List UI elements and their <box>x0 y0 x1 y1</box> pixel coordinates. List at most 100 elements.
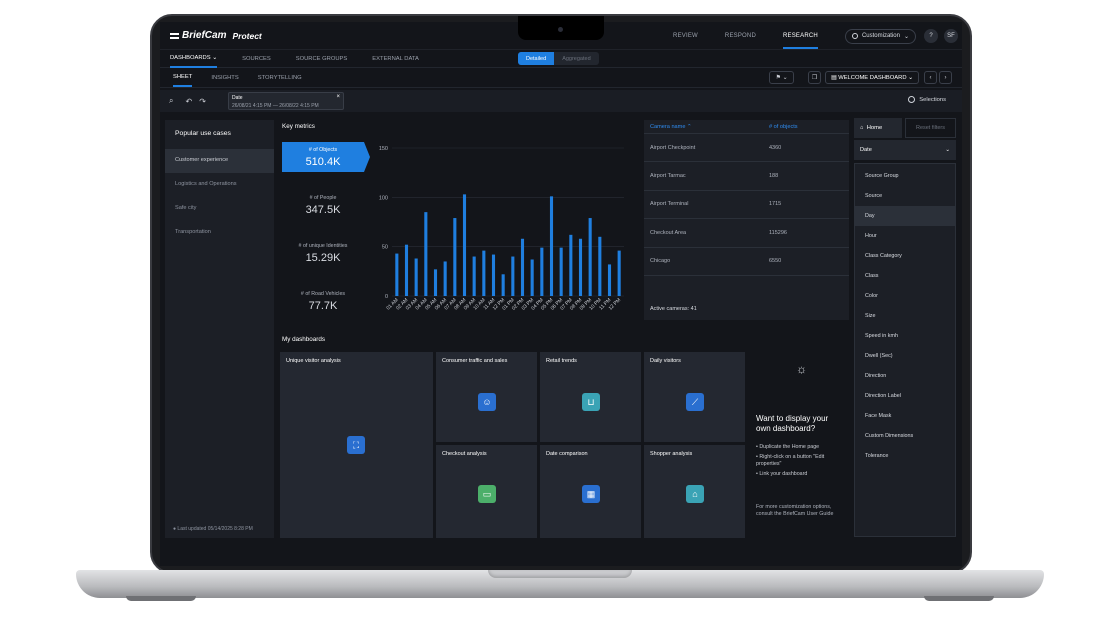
dashboard-tile-retail-trends[interactable]: Retail trends ⊔ <box>540 352 641 442</box>
customization-label: Customization <box>861 33 900 39</box>
toggle-detailed[interactable]: Detailed <box>518 52 555 65</box>
dashboard-tile-daily-visitors[interactable]: Daily visitors ⟋ <box>644 352 745 442</box>
tile-title: Checkout analysis <box>442 451 487 457</box>
user-avatar[interactable]: SF <box>944 29 958 43</box>
undo-icon[interactable]: ↶ <box>185 96 193 106</box>
dashboard-tile-unique-visitor[interactable]: Unique visitor analysis ⛶ <box>280 352 433 538</box>
dashboard-tile-shopper-analysis[interactable]: Shopper analysis ⌂ <box>644 445 745 538</box>
dashboard-tile-consumer-traffic[interactable]: Consumer traffic and sales ☺ <box>436 352 537 442</box>
bar <box>424 212 428 296</box>
nav-dashboards[interactable]: DASHBOARDS ⌄ <box>170 50 218 68</box>
redo-icon[interactable]: ↷ <box>199 96 206 106</box>
filter-field[interactable]: Color <box>865 293 878 299</box>
filter-field[interactable]: Speed in kmh <box>865 333 898 339</box>
customization-button[interactable]: Customization ⌄ <box>844 28 916 44</box>
custom-dashboard-promo: ☼ Want to display your own dashboard? • … <box>756 352 848 538</box>
brand-logo[interactable]: BriefCam Protect <box>170 30 262 41</box>
chevron-down-icon: ⌄ <box>903 33 909 40</box>
filter-field[interactable]: Direction Label <box>865 393 901 399</box>
bar <box>414 258 418 296</box>
tab-sheet[interactable]: SHEET <box>173 68 193 87</box>
camera-table: Camera name ⌃ # of objects Airport Check… <box>644 120 849 320</box>
help-button[interactable]: ? <box>924 29 938 43</box>
reset-filters-button[interactable]: Reset filters <box>905 118 956 138</box>
metric-road-vehicles[interactable]: # of Road Vehicles 77.7K <box>282 291 364 312</box>
filter-field[interactable]: Class <box>865 273 879 279</box>
metric-label: # of unique Identities <box>298 243 348 249</box>
bar <box>443 261 447 296</box>
selections-button[interactable]: Selections <box>908 96 946 103</box>
filter-field[interactable]: Size <box>865 313 876 319</box>
credit-card-icon: ▭ <box>478 485 496 503</box>
copy-button[interactable]: ❐ <box>808 71 822 84</box>
nav-source-groups[interactable]: SOURCE GROUPS <box>295 55 348 62</box>
close-icon[interactable]: × <box>336 94 340 100</box>
table-row[interactable]: Chicago 6550 <box>644 248 849 276</box>
bar <box>588 218 592 296</box>
nav-research[interactable]: RESEARCH <box>783 24 818 49</box>
dashboard-tile-checkout-analysis[interactable]: Checkout analysis ▭ <box>436 445 537 538</box>
previous-sheet-button[interactable]: ‹ <box>924 71 937 84</box>
gear-icon <box>851 33 858 39</box>
nav-respond[interactable]: RESPOND <box>724 33 756 39</box>
use-case-safe-city[interactable]: Safe city <box>175 205 197 211</box>
home-button[interactable]: ⌂ Home <box>854 118 902 138</box>
metric-value: 15.29K <box>305 252 341 264</box>
bar <box>540 247 544 296</box>
column-objects[interactable]: # of objects <box>769 123 798 130</box>
filter-field[interactable]: Tolerance <box>865 453 889 459</box>
chevron-down-icon: ⌄ <box>945 147 950 153</box>
table-row[interactable]: Airport Tarmac 188 <box>644 162 849 191</box>
dashboard-tile-date-comparison[interactable]: Date comparison ▦ <box>540 445 641 538</box>
next-sheet-button[interactable]: › <box>939 71 952 84</box>
nav-sources[interactable]: SOURCES <box>242 55 271 62</box>
calendar-icon: ▦ <box>582 485 600 503</box>
bookmark-button[interactable]: ⚑ ⌄ <box>769 71 795 84</box>
selections-label: Selections <box>919 96 946 103</box>
tab-storytelling[interactable]: STORYTELLING <box>257 74 302 81</box>
metric-objects[interactable]: # of Objects 510.4K <box>282 142 370 172</box>
metric-people[interactable]: # of People 347.5K <box>282 195 364 216</box>
bar <box>462 194 467 296</box>
nav-external-data[interactable]: EXTERNAL DATA <box>372 55 419 62</box>
filter-field[interactable]: Custom Dimensions <box>865 433 914 439</box>
toggle-aggregated[interactable]: Aggregated <box>562 55 591 62</box>
cart-icon: ⊔ <box>582 393 600 411</box>
filter-field[interactable]: Day <box>855 206 955 226</box>
chevron-left-icon: ‹ <box>929 74 932 81</box>
search-icon[interactable]: ⌕ <box>169 96 174 105</box>
my-dashboards-title: My dashboards <box>282 336 326 343</box>
filter-field[interactable]: Source <box>865 193 883 199</box>
filter-field[interactable]: Hour <box>865 233 877 239</box>
filter-field[interactable]: Source Group <box>865 173 899 179</box>
dashboard-select[interactable]: ▤ WELCOME DASHBOARD ⌄ <box>825 71 919 84</box>
date-field-select[interactable]: Date ⌄ <box>854 140 956 160</box>
filter-field[interactable]: Dwell (Sec) <box>865 353 893 359</box>
metric-value: 510.4K <box>305 156 341 168</box>
promo-heading: Want to display your own dashboard? <box>756 414 829 433</box>
bar <box>472 256 476 296</box>
table-row[interactable]: Airport Checkpoint 4360 <box>644 134 849 163</box>
date-filter-chip[interactable]: Date 26/08/21 4:15 PM — 26/08/22 4:15 PM… <box>228 92 344 110</box>
tab-insights[interactable]: INSIGHTS <box>211 74 239 81</box>
tile-title: Retail trends <box>546 358 577 364</box>
use-case-logistics[interactable]: Logistics and Operations <box>175 181 237 187</box>
dashboard-icon: ▤ <box>831 74 837 81</box>
bar <box>578 238 583 296</box>
selections-icon <box>908 96 916 103</box>
table-row[interactable]: Airport Terminal 1715 <box>644 191 849 220</box>
filter-field[interactable]: Class Category <box>865 253 902 259</box>
column-camera-name[interactable]: Camera name ⌃ <box>644 124 769 130</box>
filter-field[interactable]: Direction <box>865 373 887 379</box>
use-case-transportation[interactable]: Transportation <box>175 229 211 235</box>
table-row[interactable]: Checkout Area 115296 <box>644 219 849 248</box>
chevron-down-icon: ⌄ <box>908 74 913 81</box>
bar <box>549 196 554 296</box>
y-tick-label: 0 <box>385 294 388 300</box>
tile-title: Shopper analysis <box>650 451 693 457</box>
sort-up-icon: ⌃ <box>687 123 692 130</box>
nav-review[interactable]: REVIEW <box>673 33 698 39</box>
filter-field[interactable]: Face Mask <box>865 413 892 419</box>
metric-unique-identities[interactable]: # of unique Identities 15.29K <box>282 243 364 264</box>
use-case-customer-experience[interactable]: Customer experience <box>165 149 274 173</box>
